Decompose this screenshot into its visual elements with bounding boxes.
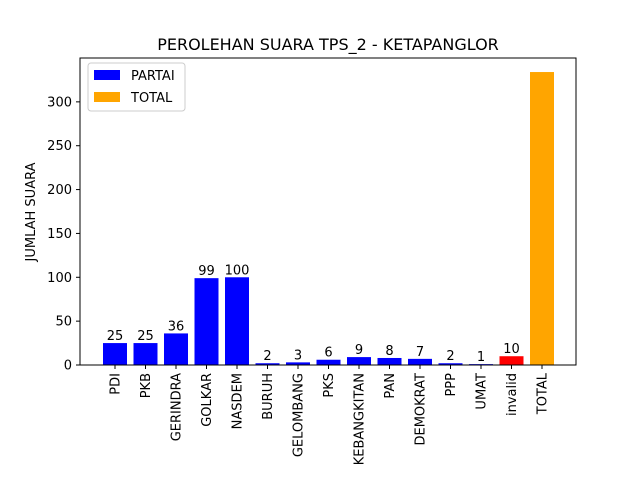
bar-pks bbox=[316, 359, 341, 365]
x-tick-label: TOTAL bbox=[536, 372, 551, 415]
bar-pan bbox=[377, 357, 402, 365]
data-label-gerindra: 36 bbox=[168, 319, 185, 334]
chart-title: PEROLEHAN SUARA TPS_2 - KETAPANGLOR bbox=[157, 35, 499, 55]
plot-frame bbox=[79, 57, 577, 366]
y-tick-label: 0 bbox=[64, 359, 72, 374]
data-label-demokrat: 7 bbox=[416, 345, 424, 360]
legend-label: PARTAI bbox=[131, 69, 175, 84]
bar-buruh bbox=[255, 363, 280, 365]
x-tick-label: GOLKAR bbox=[200, 373, 215, 427]
y-axis-title: JUMLAH SUARA bbox=[24, 162, 39, 262]
bar-gerindra bbox=[164, 333, 188, 365]
x-axis: PDI PKB GERINDRA GOLKAR NASDEM BURUH GELOMBANG… bbox=[109, 365, 551, 465]
y-tick-label: 250 bbox=[47, 139, 72, 154]
data-label-gelombang: 3 bbox=[294, 348, 302, 363]
x-tick-label: NASDEM bbox=[231, 373, 246, 429]
data-label-kebangkitan: 9 bbox=[355, 343, 363, 358]
data-label-ppp: 2 bbox=[446, 349, 454, 364]
bar-demokrat bbox=[408, 358, 432, 365]
x-tick-label: KEBANGKITAN bbox=[353, 373, 368, 465]
data-label-pdi: 25 bbox=[107, 329, 124, 344]
x-tick-label: GELOMBANG bbox=[292, 373, 307, 457]
legend: PARTAI TOTAL bbox=[87, 62, 186, 112]
bars-group bbox=[103, 72, 554, 365]
x-tick-label: UMAT bbox=[475, 373, 490, 410]
legend-swatch bbox=[94, 92, 120, 102]
x-tick-label: PPP bbox=[444, 373, 459, 397]
bar-kebangkitan bbox=[347, 357, 371, 365]
x-tick-label: PKS bbox=[322, 373, 337, 398]
legend-label: TOTAL bbox=[130, 91, 173, 106]
y-tick-label: 200 bbox=[47, 183, 72, 198]
y-tick-label: 300 bbox=[47, 95, 72, 110]
y-tick-label: 150 bbox=[47, 227, 72, 242]
y-tick-label: 50 bbox=[55, 315, 72, 330]
x-tick-label: PAN bbox=[383, 373, 398, 399]
data-label-nasdem: 100 bbox=[225, 263, 250, 278]
y-axis: 0 50 100 150 200 250 300 bbox=[47, 95, 80, 374]
x-tick-label: GERINDRA bbox=[170, 373, 185, 441]
x-tick-label: PDI bbox=[109, 373, 124, 395]
data-label-umat: 1 bbox=[477, 350, 485, 365]
data-label-buruh: 2 bbox=[263, 349, 271, 364]
data-label-golkar: 99 bbox=[198, 264, 215, 279]
bar-golkar bbox=[194, 278, 219, 365]
bar-gelombang bbox=[286, 362, 310, 365]
bar-invalid bbox=[499, 356, 524, 365]
data-label-invalid: 10 bbox=[503, 342, 520, 357]
x-tick-label: invalid bbox=[505, 373, 520, 416]
x-tick-label: PKB bbox=[139, 373, 154, 398]
bar-pkb bbox=[133, 343, 158, 365]
bar-pdi bbox=[103, 343, 127, 365]
x-tick-label: BURUH bbox=[261, 373, 276, 420]
bar-ppp bbox=[438, 363, 463, 365]
data-label-pan: 8 bbox=[385, 344, 393, 359]
y-tick-label: 100 bbox=[47, 271, 72, 286]
bar-total bbox=[530, 72, 554, 365]
bar-nasdem bbox=[225, 277, 249, 365]
data-label-pks: 6 bbox=[324, 346, 332, 361]
legend-swatch bbox=[94, 70, 120, 80]
x-tick-label: DEMOKRAT bbox=[414, 373, 429, 446]
data-label-pkb: 25 bbox=[137, 329, 154, 344]
